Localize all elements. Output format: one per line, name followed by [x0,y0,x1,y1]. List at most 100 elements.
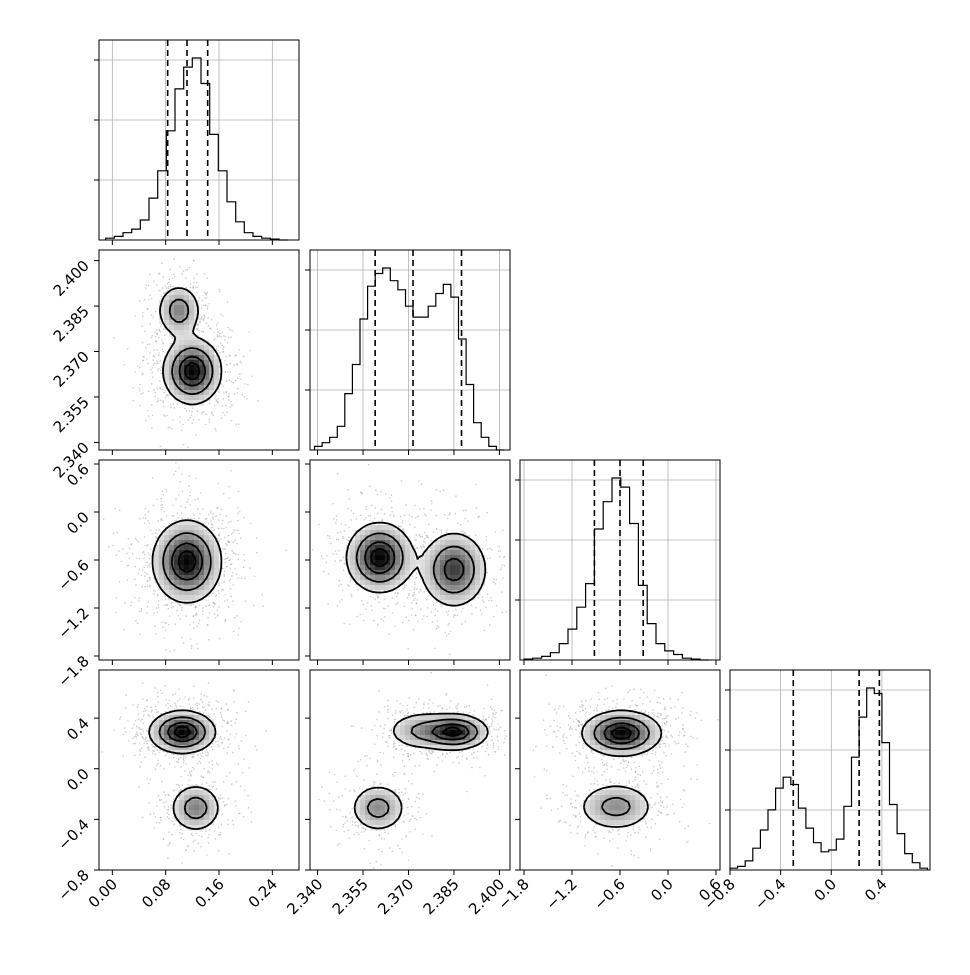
sample-point [385,493,387,495]
sample-point [171,706,173,708]
sample-point [400,516,402,518]
sample-point [221,417,223,419]
sample-point [165,630,167,632]
sample-point [160,400,162,402]
sample-point [171,820,173,822]
sample-point [187,269,189,271]
sample-point [402,621,404,623]
density-cell [199,820,204,825]
sample-point [222,315,224,317]
sample-point [352,824,354,826]
sample-point [144,567,146,569]
sample-point [158,368,160,370]
sample-point [342,816,344,818]
sample-point [158,711,160,713]
density-cell [450,595,455,600]
sample-point [193,685,195,687]
sample-point [256,552,258,554]
sample-point [350,817,352,819]
sample-point [200,758,202,760]
sample-point [404,587,406,589]
density-cell [189,800,194,805]
sample-point [251,821,253,823]
sample-point [233,382,235,384]
sample-point [207,308,209,310]
density-cell [199,790,204,795]
sample-point [181,784,183,786]
sample-point [465,518,467,520]
sample-point [243,758,245,760]
sample-point [172,821,174,823]
sample-point [178,759,180,761]
sample-point [339,601,341,603]
sample-point [169,269,171,271]
sample-point [144,545,146,547]
sample-point [211,786,213,788]
sample-point [145,514,147,516]
density-cell [209,730,214,735]
sample-point [190,706,192,708]
sample-point [475,484,477,486]
density-cell [450,585,455,590]
sample-point [149,343,151,345]
sample-point [220,832,222,834]
sample-point [495,583,497,585]
sample-point [461,623,463,625]
sample-point [155,532,157,534]
sample-point [336,781,338,783]
density-cell [415,560,420,565]
sample-point [173,474,175,476]
sample-point [423,508,425,510]
sample-point [211,760,213,762]
density-cell [375,575,380,580]
density-cell [440,555,445,560]
sample-point [222,719,224,721]
sample-point [428,595,430,597]
sample-point [216,788,218,790]
sample-point [137,622,139,624]
sample-point [251,811,253,813]
sample-point [237,388,239,390]
sample-point [247,795,249,797]
sample-point [165,649,167,651]
sample-point [430,509,432,511]
sample-point [395,710,397,712]
sample-point [206,854,208,856]
sample-point [382,736,384,738]
sample-point [164,335,166,337]
density-cell [370,585,375,590]
density-cell [169,575,174,580]
density-cell [199,545,204,550]
density-cell [164,300,169,305]
density-cell [440,575,445,580]
density-cell [445,585,450,590]
sample-point [144,554,146,556]
sample-point [148,511,150,513]
sample-point [212,513,214,515]
sample-point [408,620,410,622]
sample-point [142,698,144,700]
histogram-step [524,478,709,660]
sample-point [215,430,217,432]
sample-point [449,514,451,516]
sample-point [209,403,211,405]
sample-point [370,515,372,517]
sample-point [120,716,122,718]
sample-point [249,350,251,352]
sample-point [157,594,159,596]
density-cell [169,590,174,595]
sample-point [466,706,468,708]
sample-point [403,529,405,531]
sample-point [365,509,367,511]
sample-point [176,403,178,405]
sample-point [135,720,137,722]
sample-point [204,273,206,275]
sample-point [133,743,135,745]
sample-point [488,726,490,728]
sample-point [223,392,225,394]
sample-point [397,602,399,604]
sample-point [249,767,251,769]
sample-point [465,621,467,623]
sample-point [389,497,391,499]
sample-point [332,503,334,505]
